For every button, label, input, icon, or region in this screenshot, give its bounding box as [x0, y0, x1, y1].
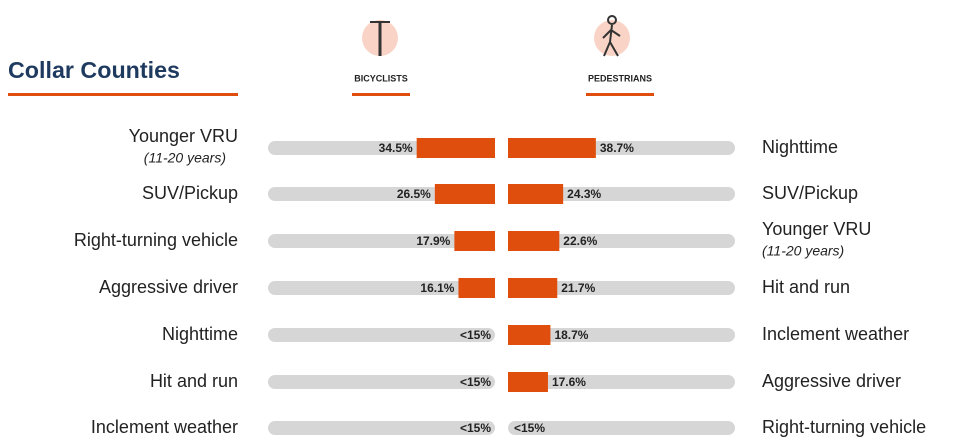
bar — [434, 184, 495, 204]
track — [268, 234, 495, 248]
series-header: PEDESTRIANS — [588, 73, 652, 83]
track — [508, 281, 735, 295]
track — [508, 421, 735, 435]
value-label: 34.5% — [379, 141, 413, 155]
value-label: 17.9% — [416, 234, 450, 248]
category-note: (11-20 years) — [762, 243, 844, 259]
category-label: SUV/Pickup — [142, 183, 238, 203]
value-label: 24.3% — [567, 187, 601, 201]
track — [268, 375, 495, 389]
chart-title: Collar Counties — [8, 57, 180, 83]
value-label: <15% — [460, 421, 491, 435]
category-label: Inclement weather — [91, 417, 238, 437]
value-label: 26.5% — [397, 187, 431, 201]
value-label: 18.7% — [554, 328, 588, 342]
bar — [508, 325, 551, 345]
track — [268, 421, 495, 435]
track — [508, 328, 735, 342]
header-underline — [352, 93, 410, 96]
category-label: SUV/Pickup — [762, 183, 858, 203]
category-label: Hit and run — [150, 371, 238, 391]
category-label: Younger VRU — [762, 219, 871, 239]
category-label: Aggressive driver — [99, 277, 238, 297]
track — [508, 234, 735, 248]
series-header: BICYCLISTS — [354, 73, 408, 83]
category-label: Aggressive driver — [762, 371, 901, 391]
category-label: Nighttime — [762, 137, 838, 157]
category-note: (11-20 years) — [144, 150, 226, 166]
category-label: Inclement weather — [762, 324, 909, 344]
value-label: <15% — [460, 375, 491, 389]
category-label: Hit and run — [762, 277, 850, 297]
header-underline — [586, 93, 654, 96]
bar — [458, 278, 495, 298]
bar — [508, 278, 558, 298]
track — [508, 375, 735, 389]
bicycle-icon — [362, 20, 398, 56]
category-label: Right-turning vehicle — [762, 417, 926, 437]
track — [268, 281, 495, 295]
value-label: 16.1% — [420, 281, 454, 295]
track — [268, 328, 495, 342]
pedestrian-icon — [594, 15, 630, 57]
value-label: 38.7% — [600, 141, 634, 155]
category-label: Younger VRU — [129, 126, 238, 146]
bar — [508, 231, 560, 251]
value-label: <15% — [460, 328, 491, 342]
value-label: <15% — [514, 421, 545, 435]
category-label: Right-turning vehicle — [74, 230, 238, 250]
bar — [454, 231, 495, 251]
value-label: 21.7% — [561, 281, 595, 295]
track — [508, 187, 735, 201]
bar — [508, 184, 564, 204]
bar — [508, 372, 548, 392]
value-label: 17.6% — [552, 375, 586, 389]
value-label: 22.6% — [563, 234, 597, 248]
title-underline — [8, 93, 238, 96]
bar — [508, 138, 596, 158]
bar — [416, 138, 495, 158]
category-label: Nighttime — [162, 324, 238, 344]
